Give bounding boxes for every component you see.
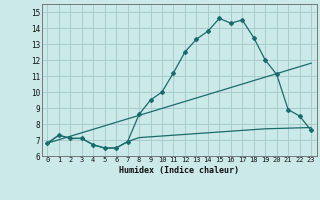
X-axis label: Humidex (Indice chaleur): Humidex (Indice chaleur): [119, 166, 239, 175]
